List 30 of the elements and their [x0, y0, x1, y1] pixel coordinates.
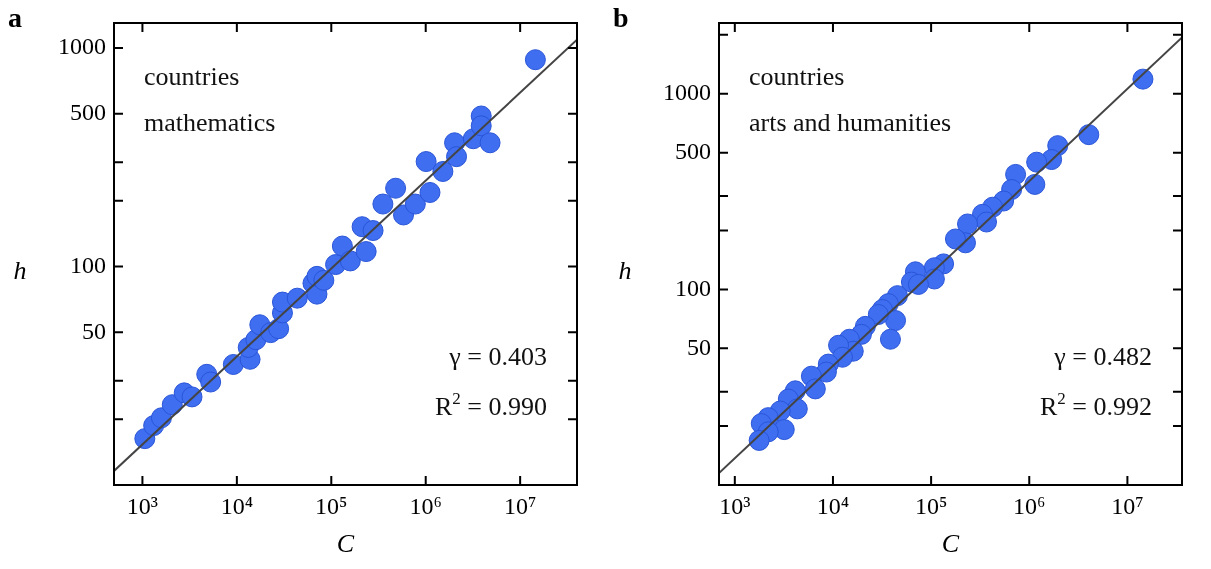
annotation: γ = 0.403 [448, 342, 547, 371]
x-tick-label: 10⁴ [220, 492, 254, 519]
y-tick-label: 1000 [663, 79, 711, 106]
y-tick-label: 1000 [58, 33, 106, 60]
x-tick-label: 10⁷ [503, 492, 537, 519]
x-tick-label: 10⁵ [914, 492, 948, 519]
x-tick-label: 10⁷ [1111, 492, 1144, 519]
x-tick-label: 10⁶ [409, 492, 442, 519]
annotation: mathematics [144, 108, 276, 137]
y-axis-title: h [618, 255, 632, 285]
y-axis-title: h [13, 255, 27, 285]
y-tick-label: 100 [675, 274, 711, 301]
x-tick-label: 10³ [719, 492, 751, 519]
x-axis-title: C [336, 529, 355, 559]
x-tick-label: 10⁴ [816, 492, 850, 519]
y-tick-label: 500 [675, 137, 711, 164]
chart-title: b [613, 2, 629, 34]
x-tick-label: 10³ [126, 492, 159, 519]
chart-title: a [8, 2, 22, 34]
annotation: countries [144, 62, 240, 91]
x-tick-label: 10⁶ [1013, 492, 1046, 519]
x-axis-title: C [941, 529, 960, 559]
annotation: γ = 0.482 [1053, 342, 1152, 371]
y-tick-label: 100 [70, 251, 106, 278]
annotation: arts and humanities [749, 108, 952, 137]
annotation: countries [749, 62, 845, 91]
y-tick-label: 50 [687, 333, 711, 360]
y-tick-label: 50 [82, 317, 106, 344]
y-tick-label: 500 [70, 98, 106, 125]
x-tick-label: 10⁵ [315, 492, 348, 519]
